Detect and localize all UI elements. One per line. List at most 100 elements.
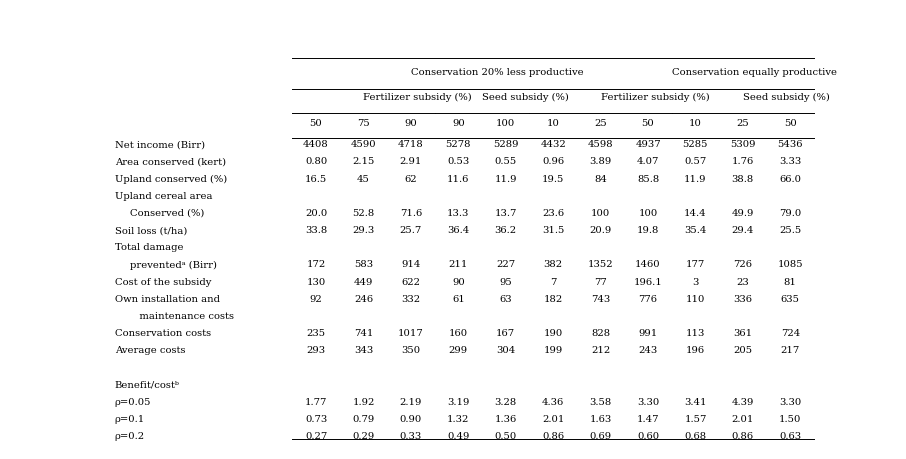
Text: Conservation costs: Conservation costs [115, 329, 211, 337]
Text: 14.4: 14.4 [684, 208, 707, 218]
Text: 4.07: 4.07 [637, 157, 660, 166]
Text: 3.30: 3.30 [637, 397, 660, 406]
Text: 0.29: 0.29 [352, 431, 374, 440]
Text: 741: 741 [353, 329, 373, 337]
Text: 3.19: 3.19 [447, 397, 469, 406]
Text: 3.33: 3.33 [779, 157, 802, 166]
Text: 11.9: 11.9 [495, 174, 517, 183]
Text: 1.47: 1.47 [637, 414, 660, 423]
Text: 726: 726 [733, 260, 752, 269]
Text: Cost of the subsidy: Cost of the subsidy [115, 277, 211, 286]
Text: 1085: 1085 [777, 260, 803, 269]
Text: 4432: 4432 [540, 140, 566, 149]
Text: 100: 100 [496, 119, 516, 128]
Text: 50: 50 [310, 119, 323, 128]
Text: 3.30: 3.30 [779, 397, 802, 406]
Text: 75: 75 [357, 119, 370, 128]
Text: 2.91: 2.91 [400, 157, 422, 166]
Text: 63: 63 [499, 294, 512, 303]
Text: 49.9: 49.9 [732, 208, 754, 218]
Text: 449: 449 [353, 277, 373, 286]
Text: 4.39: 4.39 [732, 397, 754, 406]
Text: 11.9: 11.9 [684, 174, 707, 183]
Text: 0.53: 0.53 [448, 157, 469, 166]
Text: 1.57: 1.57 [684, 414, 707, 423]
Text: 62: 62 [405, 174, 417, 183]
Text: Seed subsidy (%): Seed subsidy (%) [482, 92, 569, 101]
Text: 19.5: 19.5 [542, 174, 564, 183]
Text: 299: 299 [448, 346, 467, 355]
Text: 243: 243 [639, 346, 658, 355]
Text: Net income (Birr): Net income (Birr) [115, 140, 205, 149]
Text: 635: 635 [781, 294, 800, 303]
Text: Fertilizer subsidy (%): Fertilizer subsidy (%) [363, 92, 472, 101]
Text: 293: 293 [306, 346, 325, 355]
Text: 11.6: 11.6 [447, 174, 469, 183]
Text: 212: 212 [591, 346, 611, 355]
Text: 1.76: 1.76 [732, 157, 754, 166]
Text: 776: 776 [639, 294, 658, 303]
Text: 35.4: 35.4 [684, 226, 707, 235]
Text: 38.8: 38.8 [732, 174, 754, 183]
Text: 246: 246 [354, 294, 373, 303]
Text: 217: 217 [781, 346, 800, 355]
Text: Area conserved (kert): Area conserved (kert) [115, 157, 226, 166]
Text: 130: 130 [306, 277, 325, 286]
Text: 0.55: 0.55 [495, 157, 516, 166]
Text: 50: 50 [641, 119, 654, 128]
Text: 3.58: 3.58 [590, 397, 612, 406]
Text: 1.50: 1.50 [779, 414, 802, 423]
Text: 5285: 5285 [683, 140, 708, 149]
Text: 167: 167 [496, 329, 516, 337]
Text: 100: 100 [639, 208, 658, 218]
Text: 1460: 1460 [635, 260, 660, 269]
Text: 3: 3 [692, 277, 699, 286]
Text: 113: 113 [686, 329, 705, 337]
Text: 583: 583 [354, 260, 373, 269]
Text: 95: 95 [499, 277, 512, 286]
Text: 25: 25 [737, 119, 749, 128]
Text: 1.36: 1.36 [495, 414, 516, 423]
Text: 84: 84 [594, 174, 607, 183]
Text: 304: 304 [496, 346, 516, 355]
Text: 20.0: 20.0 [305, 208, 327, 218]
Text: 1.92: 1.92 [352, 397, 374, 406]
Text: 23.6: 23.6 [542, 208, 564, 218]
Text: 350: 350 [401, 346, 420, 355]
Text: Seed subsidy (%): Seed subsidy (%) [743, 92, 830, 101]
Text: 196: 196 [686, 346, 705, 355]
Text: 336: 336 [733, 294, 752, 303]
Text: 5309: 5309 [730, 140, 756, 149]
Text: 0.27: 0.27 [305, 431, 327, 440]
Text: 110: 110 [686, 294, 705, 303]
Text: 1017: 1017 [398, 329, 424, 337]
Text: 92: 92 [310, 294, 323, 303]
Text: 991: 991 [639, 329, 658, 337]
Text: 2.01: 2.01 [542, 414, 564, 423]
Text: 343: 343 [354, 346, 373, 355]
Text: 81: 81 [784, 277, 796, 286]
Text: 0.69: 0.69 [590, 431, 612, 440]
Text: 227: 227 [496, 260, 516, 269]
Text: 77: 77 [594, 277, 607, 286]
Text: 177: 177 [686, 260, 705, 269]
Text: 205: 205 [733, 346, 752, 355]
Text: 19.8: 19.8 [637, 226, 660, 235]
Text: 382: 382 [544, 260, 563, 269]
Text: 2.15: 2.15 [352, 157, 374, 166]
Text: 0.86: 0.86 [732, 431, 754, 440]
Text: 622: 622 [401, 277, 420, 286]
Text: 3.41: 3.41 [684, 397, 707, 406]
Text: 31.5: 31.5 [542, 226, 564, 235]
Text: Benefit/costᵇ: Benefit/costᵇ [115, 380, 179, 389]
Text: Conservation 20% less productive: Conservation 20% less productive [410, 67, 583, 77]
Text: 0.90: 0.90 [400, 414, 422, 423]
Text: 724: 724 [781, 329, 800, 337]
Text: 2.19: 2.19 [400, 397, 422, 406]
Text: 71.6: 71.6 [400, 208, 422, 218]
Text: 743: 743 [591, 294, 611, 303]
Text: 29.3: 29.3 [352, 226, 374, 235]
Text: 5289: 5289 [493, 140, 518, 149]
Text: Own installation and: Own installation and [115, 294, 219, 303]
Text: 2.01: 2.01 [732, 414, 754, 423]
